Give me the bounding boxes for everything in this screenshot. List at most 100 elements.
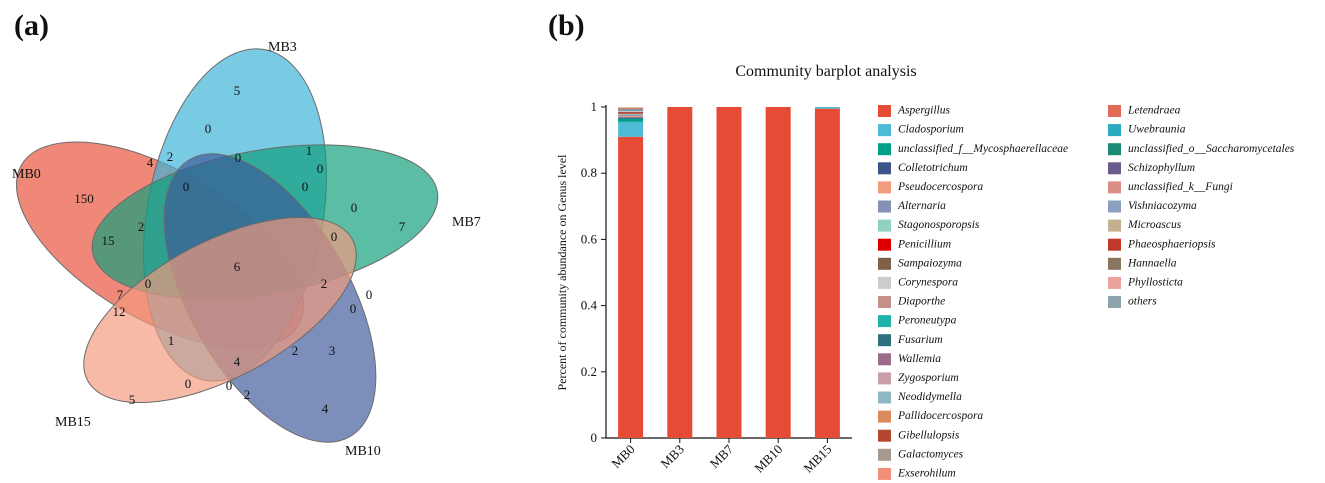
bar-segment bbox=[618, 109, 644, 111]
venn-count: 2 bbox=[167, 149, 174, 164]
venn-count: 2 bbox=[321, 276, 328, 291]
legend-swatch bbox=[878, 410, 891, 423]
panel-a-label: (a) bbox=[14, 9, 49, 42]
legend-label: others bbox=[1128, 296, 1157, 308]
legend-swatch bbox=[878, 448, 891, 461]
legend-swatch bbox=[878, 162, 891, 175]
venn-label-mb10: MB10 bbox=[345, 444, 381, 459]
bar-segment bbox=[618, 118, 644, 122]
bar-segment bbox=[814, 108, 840, 438]
x-tick-label: MB15 bbox=[800, 442, 834, 476]
legend-label: Microascus bbox=[1127, 219, 1182, 231]
venn-count: 0 bbox=[226, 378, 233, 393]
venn-count: 0 bbox=[350, 301, 357, 316]
venn-count: 0 bbox=[331, 229, 338, 244]
venn-count: 4 bbox=[147, 155, 154, 170]
bar-segment bbox=[618, 107, 644, 109]
venn-count: 6 bbox=[234, 259, 241, 274]
venn-count: 0 bbox=[351, 200, 358, 215]
bar-segment bbox=[618, 114, 644, 116]
panel-b-label: (b) bbox=[548, 9, 585, 42]
bar-segment bbox=[618, 113, 644, 115]
venn-count: 2 bbox=[292, 343, 299, 358]
legend-swatch bbox=[878, 467, 891, 480]
x-tick-label: MB3 bbox=[657, 442, 687, 472]
legend-label: unclassified_k__Fungi bbox=[1128, 181, 1233, 193]
y-tick-label: 1 bbox=[591, 99, 598, 114]
y-tick-label: 0.8 bbox=[581, 165, 597, 180]
y-tick-label: 0.2 bbox=[581, 364, 597, 379]
bar-segment bbox=[618, 107, 644, 109]
legend-label: Corynespora bbox=[898, 277, 958, 289]
legend-swatch bbox=[1108, 162, 1121, 175]
venn-count: 0 bbox=[185, 376, 192, 391]
legend-swatch bbox=[878, 219, 891, 232]
legend-label: Galactomyces bbox=[898, 448, 964, 460]
bar-segment bbox=[618, 109, 644, 111]
bar-segment bbox=[618, 108, 644, 110]
bar-segment bbox=[814, 107, 840, 109]
bar-segment bbox=[618, 121, 644, 137]
bar-segment bbox=[618, 117, 644, 119]
legend-label: Colletotrichum bbox=[898, 162, 968, 174]
bar-segment bbox=[618, 111, 644, 112]
venn-count: 0 bbox=[317, 161, 324, 176]
legend-label: Peroneutypa bbox=[897, 315, 957, 327]
x-tick-label: MB10 bbox=[751, 442, 785, 476]
venn-count: 7 bbox=[117, 287, 124, 302]
legend-swatch bbox=[878, 315, 891, 328]
venn-count: 3 bbox=[329, 343, 336, 358]
venn-count: 0 bbox=[205, 121, 212, 136]
venn-label-mb7: MB7 bbox=[452, 215, 481, 230]
legend-label: Phyllosticta bbox=[1127, 277, 1183, 289]
y-axis-label: Percent of community abundance on Genus … bbox=[555, 154, 569, 391]
legend-label: Pseudocercospora bbox=[897, 181, 983, 193]
legend-label: Penicillium bbox=[897, 238, 951, 250]
legend-swatch bbox=[1108, 105, 1121, 117]
legend-label: Stagonosporopsis bbox=[898, 219, 980, 231]
legend-label: Schizophyllum bbox=[1128, 162, 1195, 174]
bar-segment bbox=[618, 112, 644, 114]
venn-count: 0 bbox=[145, 276, 152, 291]
venn-count: 0 bbox=[235, 150, 242, 165]
bar-segment bbox=[716, 107, 742, 438]
venn-count: 15 bbox=[102, 233, 115, 248]
legend-label: Cladosporium bbox=[898, 124, 964, 136]
venn-count: 5 bbox=[129, 392, 136, 407]
legend-label: unclassified_o__Saccharomycetales bbox=[1128, 143, 1295, 155]
legend-swatch bbox=[878, 200, 891, 213]
legend-swatch bbox=[1108, 238, 1121, 251]
legend-label: unclassified_f__Mycosphaerellaceae bbox=[898, 143, 1068, 155]
legend-label: Uwebraunia bbox=[1128, 124, 1186, 136]
legend-label: Neodidymella bbox=[897, 391, 962, 403]
legend-swatch bbox=[1108, 257, 1121, 270]
venn-ellipse-mb15 bbox=[83, 216, 357, 404]
venn-count: 7 bbox=[399, 219, 406, 234]
venn-label-mb15: MB15 bbox=[55, 415, 91, 430]
legend-swatch bbox=[878, 124, 891, 137]
bar-segment bbox=[618, 107, 644, 108]
legend-swatch bbox=[878, 181, 891, 194]
legend-label: Phaeosphaeriopsis bbox=[1127, 238, 1216, 250]
venn-count: 12 bbox=[113, 304, 126, 319]
legend-swatch bbox=[878, 429, 891, 442]
legend-label: Exserohilum bbox=[897, 468, 956, 480]
legend-label: Hannaella bbox=[1127, 257, 1177, 269]
venn-count: 2 bbox=[138, 219, 145, 234]
legend-swatch bbox=[1108, 200, 1121, 213]
venn-count: 0 bbox=[183, 179, 190, 194]
legend-label: Sampaiozyma bbox=[898, 257, 962, 269]
chart-legend: Aspergillus Cladosporium unclassified_f__M… bbox=[878, 105, 1295, 480]
legend-swatch bbox=[878, 391, 891, 404]
venn-label-mb0: MB0 bbox=[12, 167, 41, 182]
legend-swatch bbox=[878, 143, 891, 156]
y-tick-label: 0.6 bbox=[581, 231, 598, 246]
bar-segment bbox=[618, 115, 644, 118]
legend-label: Aspergillus bbox=[897, 105, 950, 117]
x-tick-label: MB0 bbox=[608, 442, 638, 472]
chart-title: Community barplot analysis bbox=[735, 63, 916, 80]
legend-swatch bbox=[1108, 124, 1121, 137]
legend-swatch bbox=[878, 257, 891, 270]
